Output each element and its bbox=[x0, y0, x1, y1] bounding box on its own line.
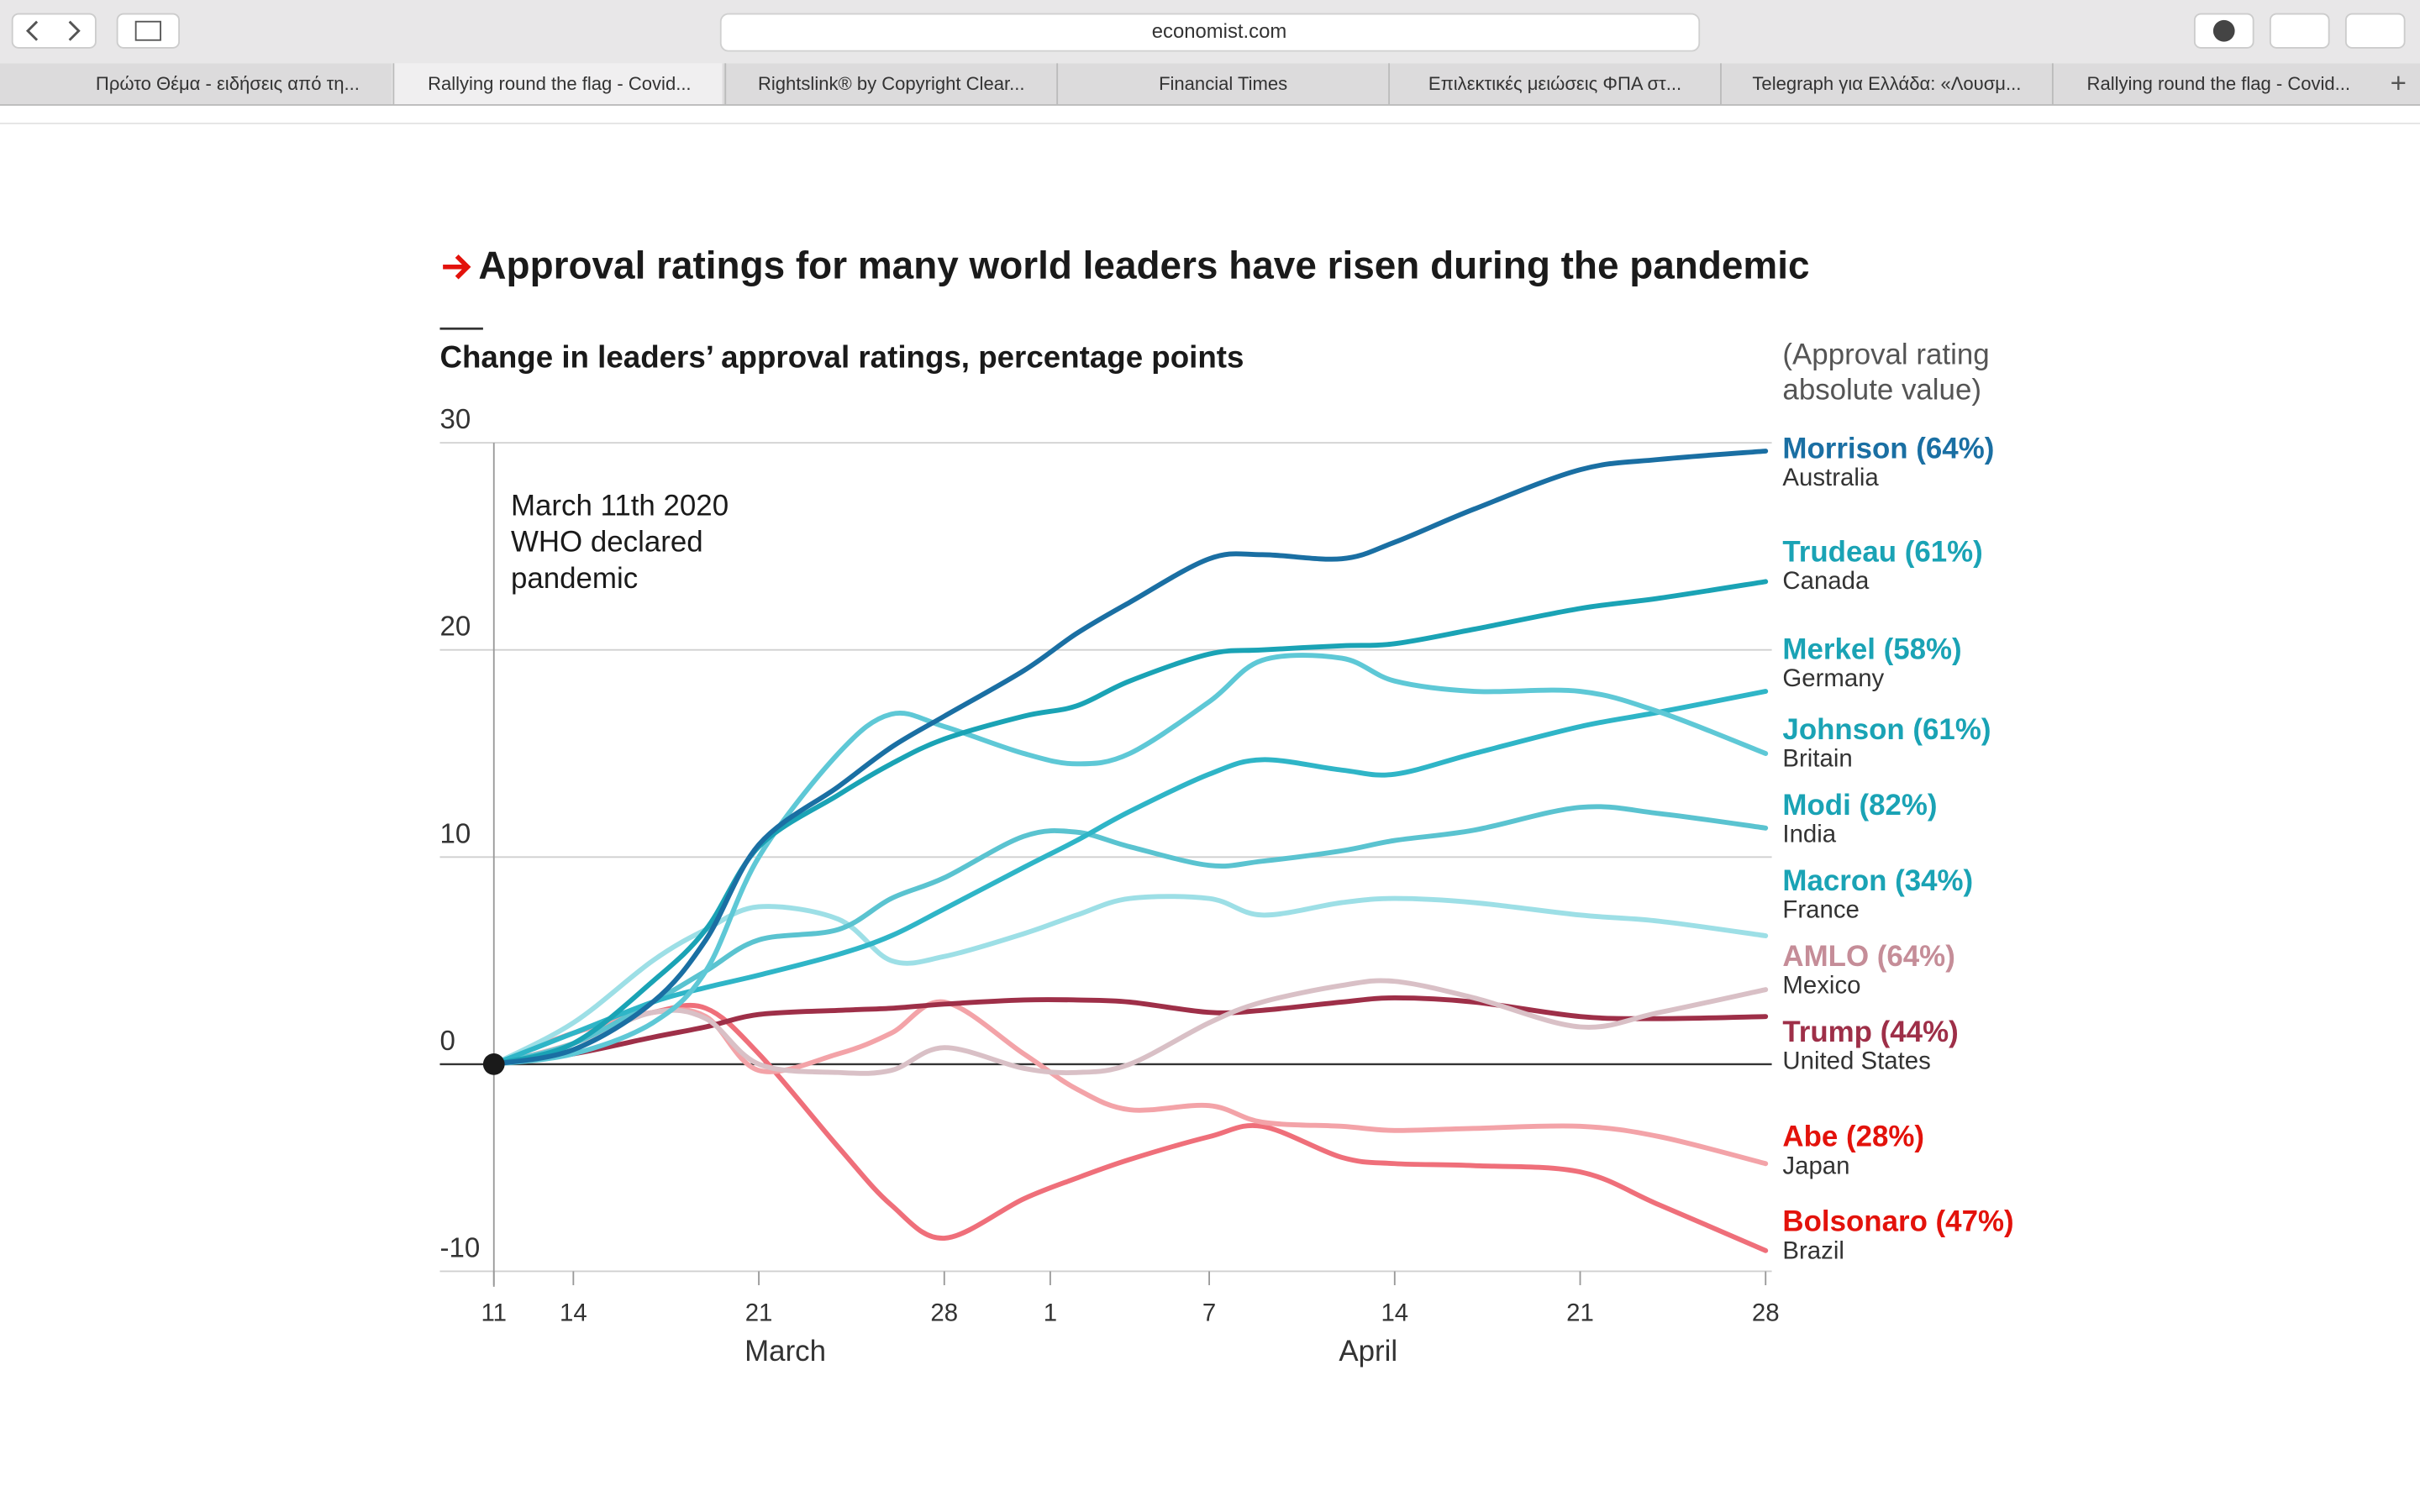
legend-name: Johnson (61%) bbox=[1782, 713, 1991, 746]
y-tick-label: 0 bbox=[439, 1026, 455, 1057]
series-line bbox=[491, 995, 1769, 1067]
nav-buttons[interactable] bbox=[11, 13, 97, 49]
legend-name: Modi (82%) bbox=[1782, 789, 1937, 822]
x-tick-label: 21 bbox=[1566, 1299, 1594, 1327]
x-tick-label: 1 bbox=[1044, 1299, 1057, 1327]
chart-subtitle: Change in leaders’ approval ratings, per… bbox=[439, 340, 1244, 375]
sidebar-button[interactable] bbox=[116, 13, 180, 49]
annotation: March 11th 2020 bbox=[511, 490, 729, 522]
chart-title: Approval ratings for many world leaders … bbox=[478, 244, 1809, 287]
legend-country: Canada bbox=[1782, 567, 1870, 595]
legend-country: India bbox=[1782, 820, 1836, 848]
series-line bbox=[491, 978, 1769, 1076]
series-line bbox=[491, 653, 1769, 1067]
y-tick-label: -10 bbox=[439, 1232, 480, 1263]
url: economist.com bbox=[1152, 20, 1286, 43]
title-arrow bbox=[443, 254, 471, 280]
annotation: WHO declared bbox=[511, 526, 703, 559]
tab-title[interactable]: Πρώτο Θέμα - ειδήσεις από τη... bbox=[96, 73, 360, 94]
x-tick-label: 7 bbox=[1202, 1299, 1216, 1327]
legend-name: Merkel (58%) bbox=[1782, 633, 1961, 665]
series-line bbox=[491, 1002, 1769, 1253]
tab-title[interactable]: Rallying round the flag - Covid... bbox=[2087, 73, 2351, 94]
x-tick-label: 21 bbox=[745, 1299, 773, 1327]
legend-country: Australia bbox=[1782, 464, 1879, 491]
new-tab: + bbox=[2391, 68, 2407, 99]
x-tick-label: 14 bbox=[1381, 1299, 1408, 1327]
tab-title[interactable]: Rightslink® by Copyright Clear... bbox=[758, 73, 1024, 94]
series-line bbox=[491, 449, 1769, 1067]
x-group-label: March bbox=[744, 1335, 826, 1368]
start-marker bbox=[482, 1053, 505, 1075]
legend-title: (Approval rating bbox=[1782, 339, 1989, 371]
tabs-button[interactable] bbox=[2344, 13, 2406, 49]
tab-title[interactable]: Επιλεκτικές μειώσεις ΦΠΑ στ... bbox=[1428, 73, 1681, 94]
tab-title[interactable]: Rallying round the flag - Covid... bbox=[428, 73, 691, 94]
share-button[interactable] bbox=[2269, 13, 2330, 49]
legend-name: Bolsonaro (47%) bbox=[1782, 1205, 2013, 1238]
x-tick-label: 14 bbox=[560, 1299, 587, 1327]
legend-name: Morrison (64%) bbox=[1782, 433, 1994, 465]
x-group-label: April bbox=[1339, 1335, 1397, 1368]
y-tick-label: 20 bbox=[439, 612, 471, 643]
legend-country: Brazil bbox=[1782, 1236, 1844, 1264]
x-tick-label: 28 bbox=[1752, 1299, 1780, 1327]
address-bar[interactable] bbox=[719, 13, 1701, 52]
download-icon bbox=[2212, 19, 2235, 42]
series-line bbox=[491, 579, 1769, 1067]
legend-country: United States bbox=[1782, 1047, 1930, 1074]
legend-name: Macron (34%) bbox=[1782, 864, 1973, 897]
x-tick-label: 11 bbox=[481, 1299, 508, 1327]
nav-arrows bbox=[25, 20, 81, 41]
legend-country: Mexico bbox=[1782, 971, 1860, 999]
legend-name: Trump (44%) bbox=[1782, 1016, 1958, 1048]
tab-title[interactable]: Telegraph για Ελλάδα: «Λουσμ... bbox=[1752, 73, 2021, 94]
x-tick-label: 28 bbox=[930, 1299, 958, 1327]
active-tab bbox=[392, 63, 723, 105]
legend-name: Trudeau (61%) bbox=[1782, 536, 1982, 569]
y-tick-label: 10 bbox=[439, 818, 471, 849]
legend-title: absolute value) bbox=[1782, 374, 1981, 407]
sidebar-icon bbox=[134, 20, 161, 41]
legend-name: AMLO (64%) bbox=[1782, 940, 1954, 973]
series-line bbox=[491, 689, 1769, 1067]
y-tick-label: 30 bbox=[439, 404, 471, 435]
series-line bbox=[491, 894, 1769, 1067]
legend-country: Japan bbox=[1782, 1152, 1849, 1179]
legend-country: Britain bbox=[1782, 744, 1852, 772]
annotation: pandemic bbox=[511, 562, 638, 595]
legend-name: Abe (28%) bbox=[1782, 1121, 1924, 1153]
tab-title[interactable]: Financial Times bbox=[1159, 73, 1287, 94]
legend-country: France bbox=[1782, 895, 1859, 923]
legend-country: Germany bbox=[1782, 664, 1884, 692]
